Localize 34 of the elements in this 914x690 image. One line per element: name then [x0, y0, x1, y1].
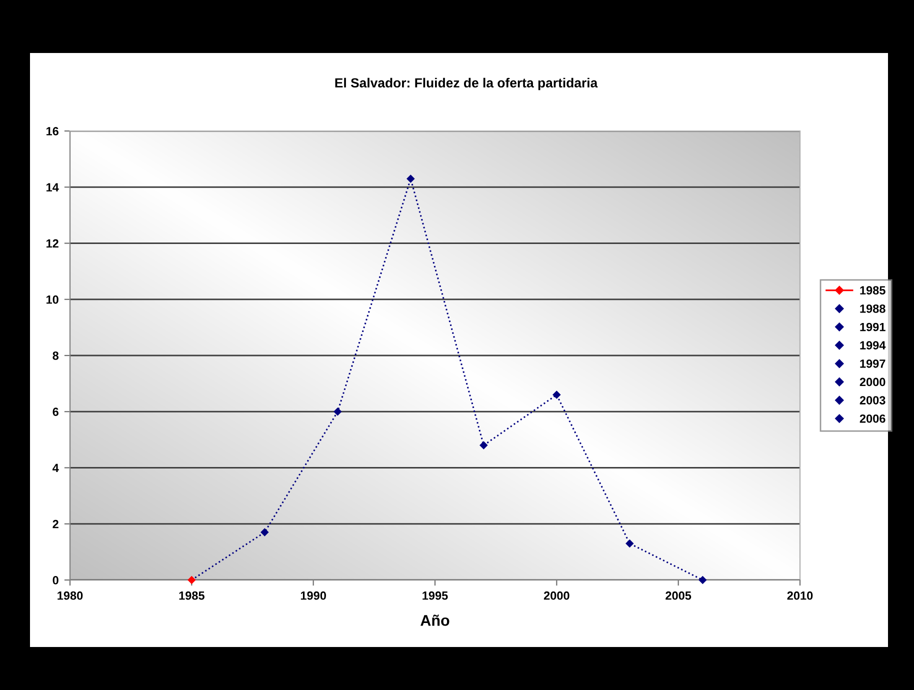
- y-tick-label: 14: [46, 183, 59, 192]
- point: [188, 576, 196, 584]
- point: [260, 528, 269, 536]
- y-tick-label: 6: [52, 408, 58, 416]
- x-tick-label: 2000: [544, 591, 570, 600]
- legend-label: 1994: [860, 341, 886, 350]
- legend-label: 1988: [860, 304, 886, 313]
- y-tick-label: 0: [52, 576, 58, 584]
- x-tick-label: 2010: [787, 591, 813, 600]
- point: [626, 539, 634, 548]
- legend-label: 2006: [860, 414, 886, 423]
- y-tick-label: 12: [46, 239, 58, 248]
- legend-label: 2003: [860, 396, 886, 404]
- x-tick-label: 1985: [179, 591, 204, 600]
- y-tick-label: 16: [46, 127, 58, 136]
- legend-label: 1985: [860, 286, 886, 295]
- y-tick-label: 8: [52, 352, 59, 360]
- legend-label: 2000: [860, 378, 886, 386]
- x-axis-title: Año: [420, 614, 450, 626]
- y-tick-label: 4: [52, 464, 59, 472]
- point: [406, 174, 415, 183]
- point: [698, 576, 707, 584]
- x-tick-label: 1990: [300, 591, 326, 600]
- legend-label: 1997: [860, 359, 886, 368]
- chart-title: El Salvador: Fluidez de la oferta partidaria: [335, 78, 598, 90]
- x-tick-label: 2005: [666, 591, 692, 600]
- y-tick-label: 10: [46, 295, 58, 304]
- x-tick-label: 1980: [58, 591, 83, 600]
- legend-label: 1991: [860, 322, 886, 332]
- point: [552, 390, 561, 399]
- x-tick-label: 1995: [422, 591, 448, 600]
- y-tick-label: 2: [52, 520, 58, 528]
- point: [480, 441, 488, 450]
- point: [334, 408, 342, 416]
